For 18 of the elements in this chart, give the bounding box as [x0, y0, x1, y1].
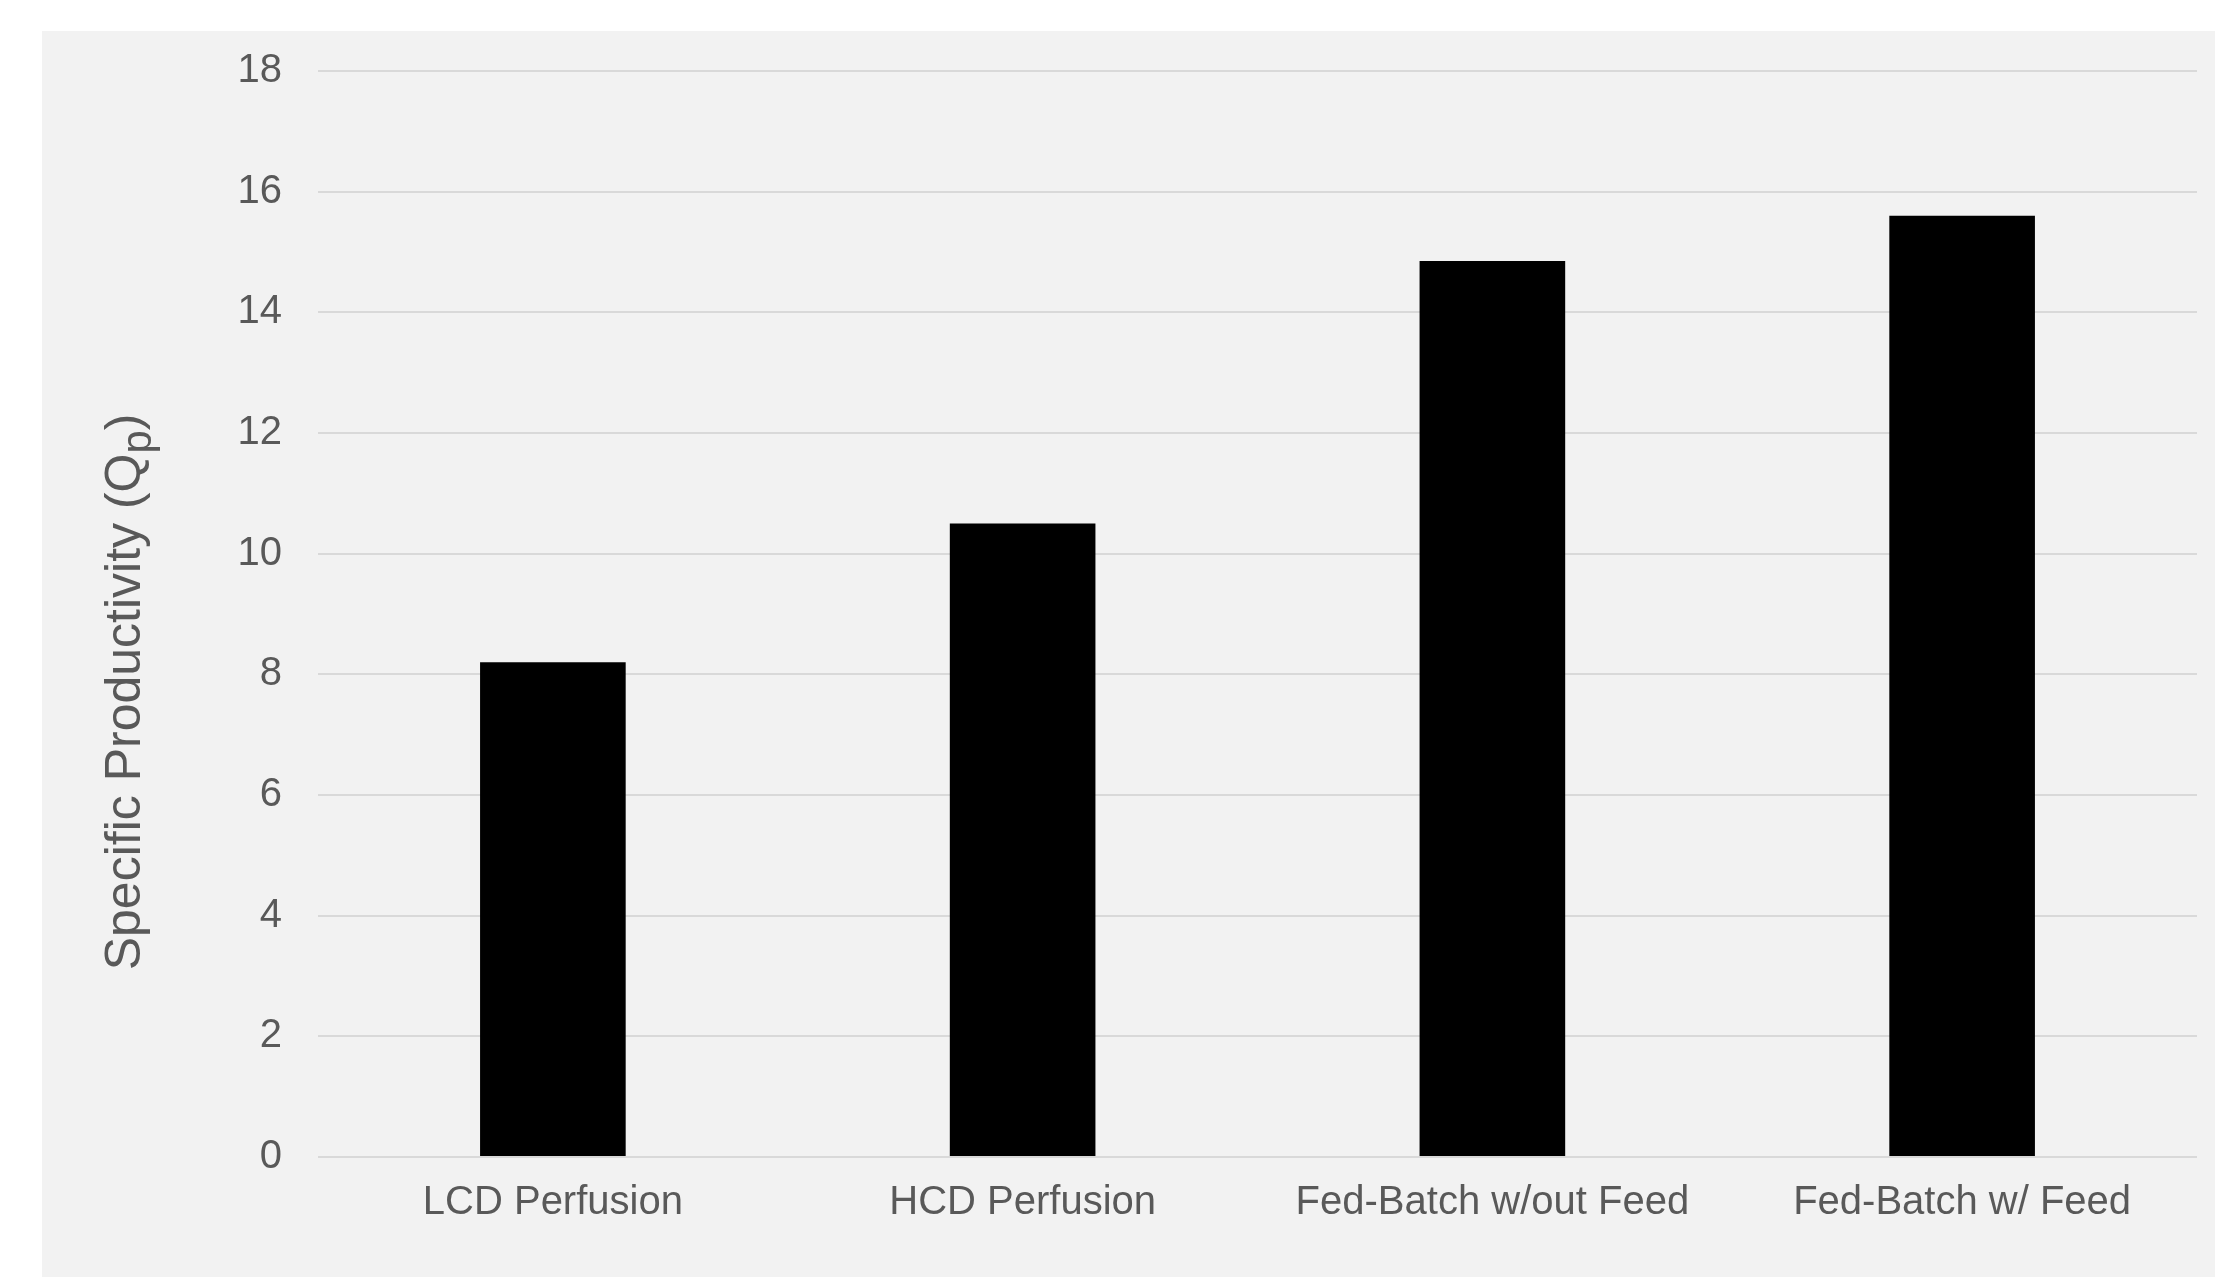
y-tick-label: 6 [259, 770, 282, 815]
y-tick-label: 16 [237, 166, 282, 211]
y-tick-label: 14 [237, 287, 282, 332]
x-tick-label: Fed-Batch w/ Feed [1793, 1178, 2132, 1223]
y-tick-label: 4 [259, 890, 282, 935]
y-tick-label: 0 [259, 1132, 282, 1177]
bar [949, 523, 1096, 1156]
x-tick-label: LCD Perfusion [422, 1178, 683, 1223]
x-tick-label: HCD Perfusion [889, 1178, 1157, 1223]
y-tick-label: 10 [237, 528, 282, 573]
y-tick-label: 8 [259, 649, 282, 694]
x-tick-label: Fed-Batch w/out Feed [1295, 1178, 1690, 1223]
bar [1419, 261, 1566, 1156]
y-tick-label: 12 [237, 408, 282, 453]
y-tick-label: 18 [237, 46, 282, 91]
bar [480, 662, 626, 1156]
y-tick-label: 2 [259, 1011, 282, 1056]
bar [1889, 215, 2035, 1156]
